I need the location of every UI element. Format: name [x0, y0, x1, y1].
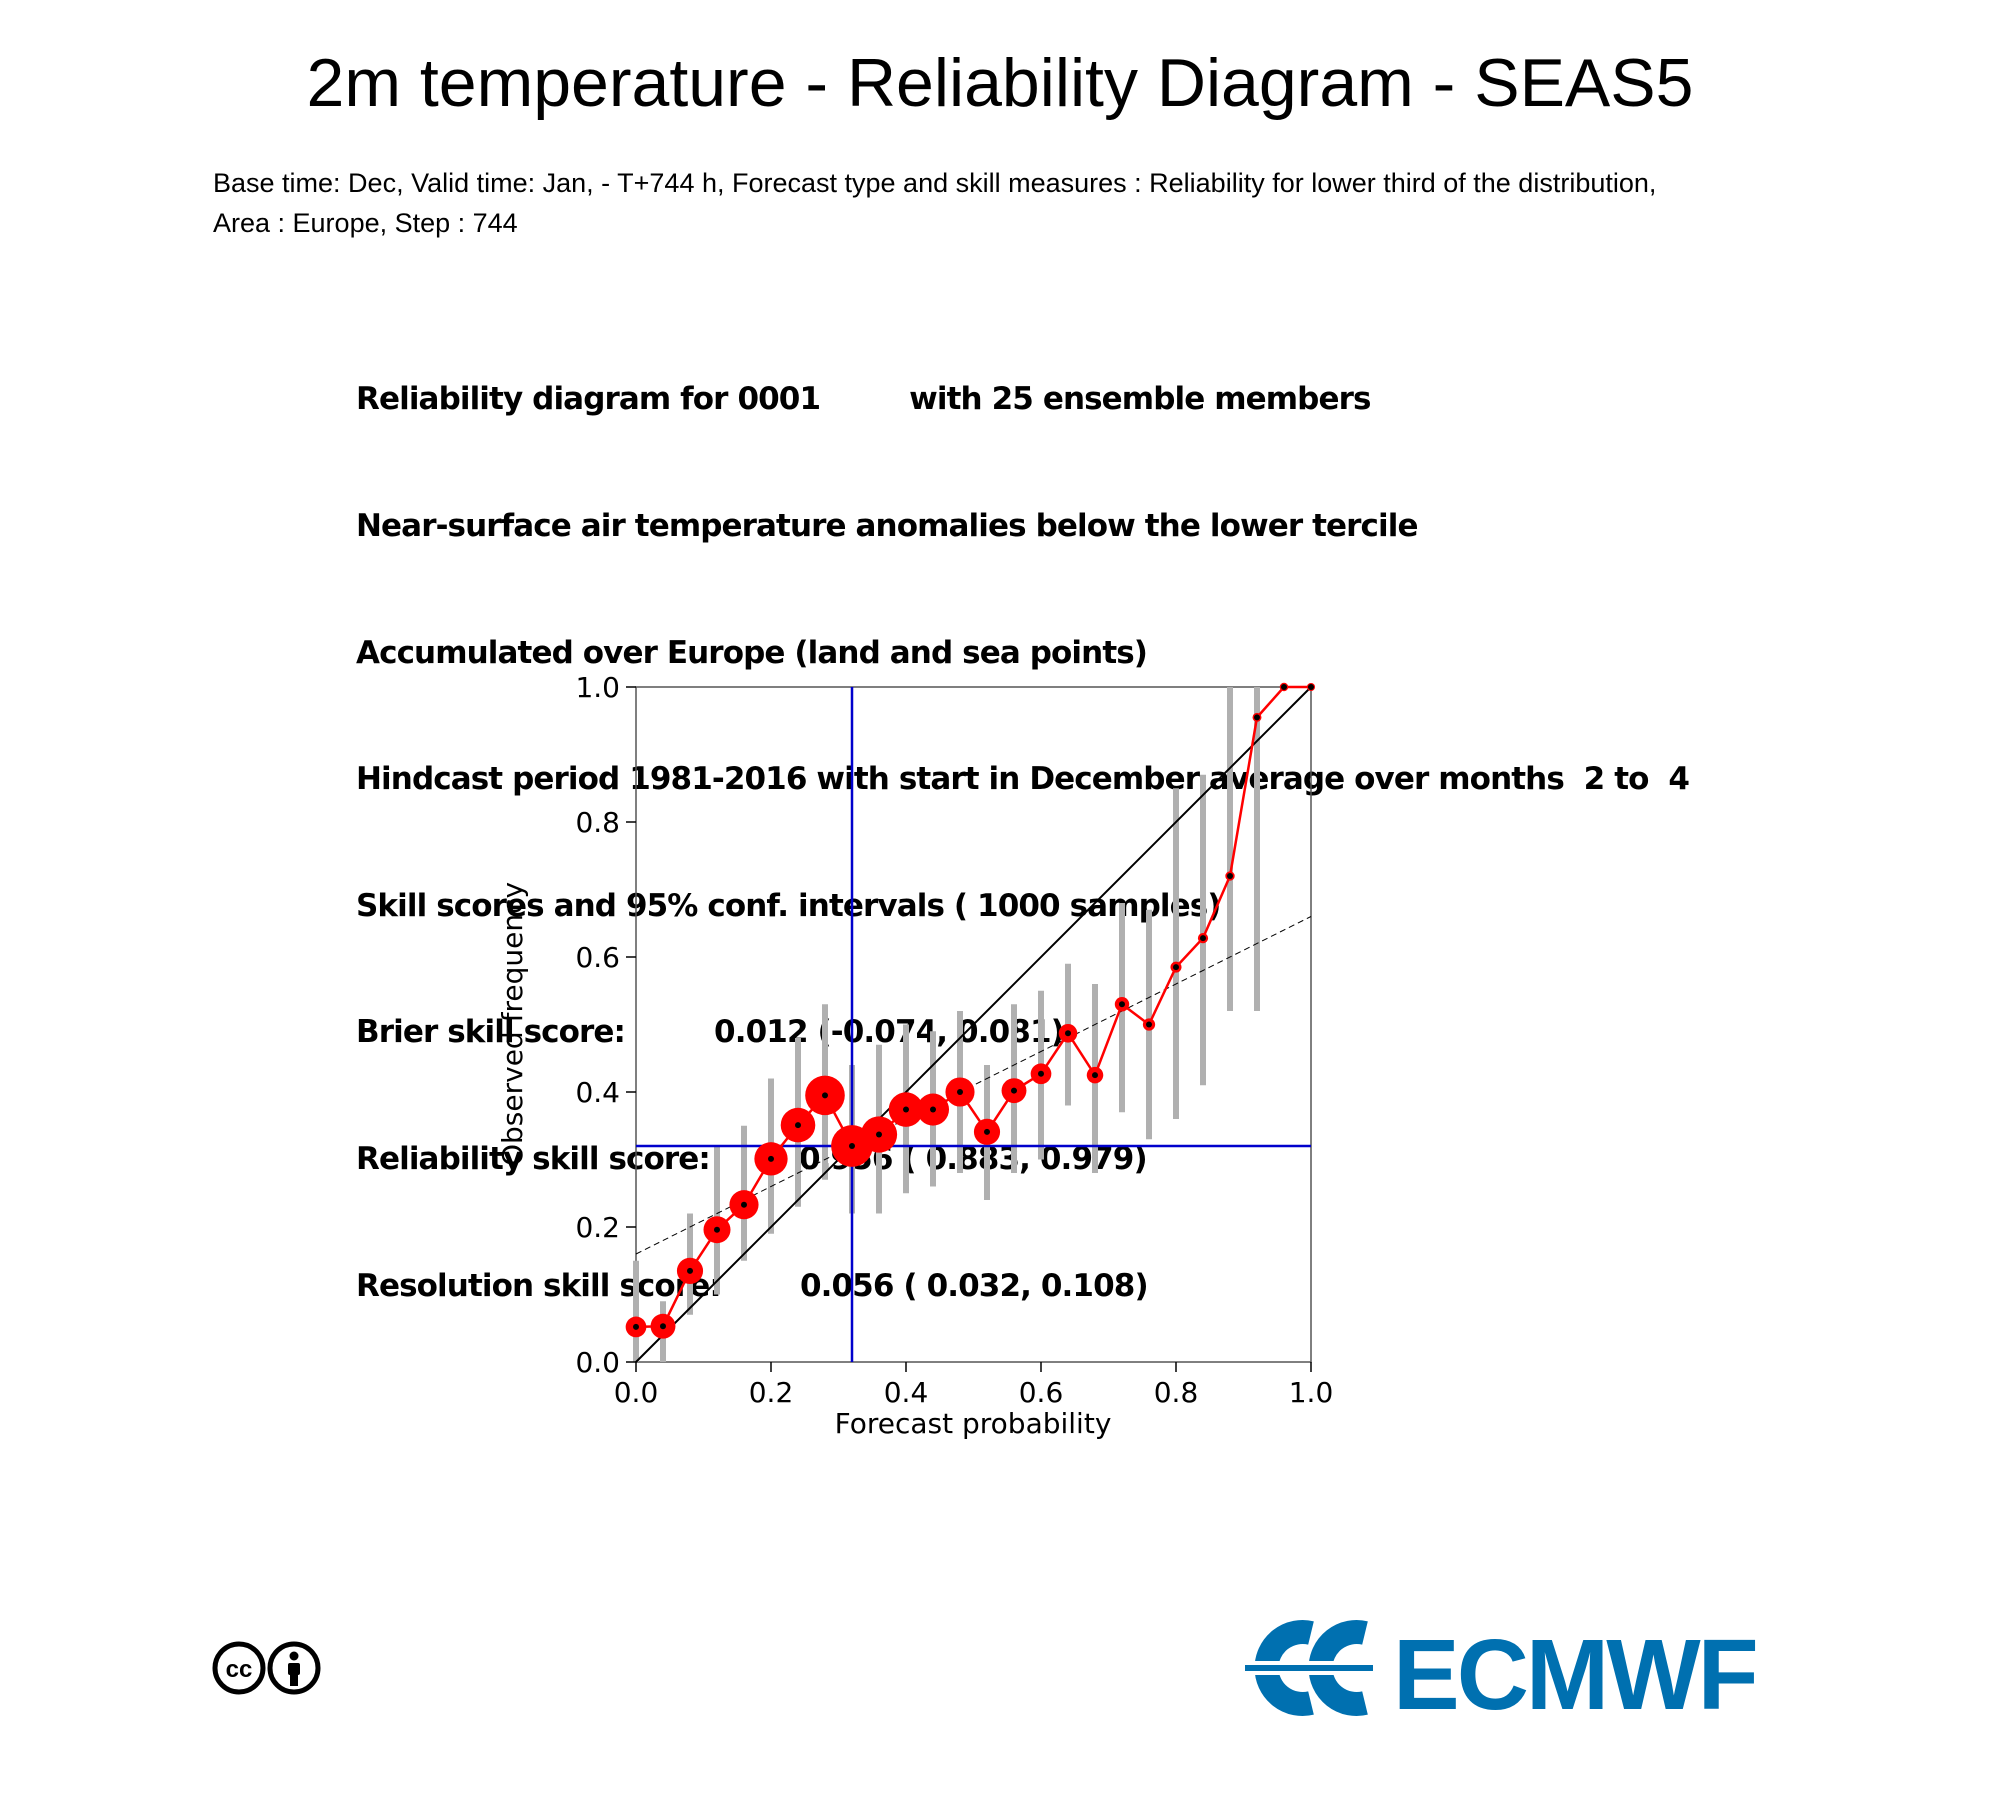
- x-tick-label: 0.2: [749, 1376, 794, 1409]
- reliability-point-center: [687, 1267, 693, 1274]
- reliability-point-center: [1281, 684, 1287, 690]
- plot-frame: [635, 686, 1312, 1363]
- subtitle: Base time: Dec, Valid time: Jan, - T+744…: [213, 163, 1863, 243]
- y-tick-label: 0.4: [575, 1076, 620, 1109]
- reliability-point-center: [1254, 714, 1260, 721]
- info-line: Accumulated over Europe (land and sea po…: [356, 634, 1148, 671]
- reliability-point-center: [1173, 964, 1179, 971]
- info-line: Resolution skill score: 0.056 ( 0.032, 0…: [356, 1267, 1149, 1304]
- ecmwf-logo-icon: ECMWF: [1245, 1619, 1759, 1725]
- y-tick-label: 1.0: [575, 671, 620, 704]
- reliability-point-center: [1200, 935, 1206, 942]
- subtitle-line-1: Base time: Dec, Valid time: Jan, - T+744…: [213, 168, 1657, 198]
- reliability-curve: [635, 685, 1311, 1329]
- reliability-point-center: [795, 1122, 801, 1129]
- reliability-point-center: [741, 1201, 747, 1208]
- info-line: Hindcast period 1981-2016 with start in …: [356, 761, 1690, 798]
- x-tick-label: 0.8: [1154, 1376, 1199, 1409]
- reliability-point-center: [714, 1226, 720, 1233]
- reliability-point-center: [1308, 684, 1314, 690]
- x-tick-label: 0.4: [884, 1376, 929, 1409]
- cc-icon: cc: [212, 1641, 266, 1695]
- svg-text:cc: cc: [226, 1656, 253, 1683]
- x-tick-label: 1.0: [1289, 1376, 1334, 1409]
- chart-marks: 0.0 0.2 0.4 0.6 0.8 1.0 0.0 0.2 0.4 0.6 0.8 1.0: [575, 671, 1333, 1409]
- chart-info-block: Reliability diagram for 0001 with 25 ens…: [356, 294, 1690, 1349]
- reliability-point-center: [1011, 1087, 1017, 1094]
- reliability-point-center: [849, 1143, 855, 1149]
- info-line: Near-surface air temperature anomalies b…: [356, 508, 1418, 544]
- subtitle-line-2: Area : Europe, Step : 744: [213, 208, 518, 238]
- x-tick-label: 0.6: [1019, 1376, 1064, 1409]
- reliability-point-center: [660, 1323, 666, 1330]
- reliability-point-center: [1038, 1070, 1044, 1077]
- y-axis-label: Observed frequency: [496, 882, 529, 1166]
- reliability-point-center: [957, 1089, 963, 1095]
- x-axis-label: Forecast probability: [835, 1407, 1112, 1440]
- reliability-point-center: [633, 1323, 639, 1330]
- reliability-point-center: [1119, 1001, 1125, 1008]
- ecmwf-logo-text: ECMWF: [1393, 1619, 1756, 1725]
- info-line: Brier skill score: 0.012 (-0.074, 0.081): [356, 1014, 1065, 1051]
- y-tick-label: 0.8: [575, 806, 620, 839]
- cc-by-license-icon: cc: [212, 1641, 321, 1695]
- reliability-point-center: [1227, 873, 1233, 879]
- info-line: Skill scores and 95% conf. intervals ( 1…: [356, 887, 1221, 924]
- reliability-point-center: [1146, 1021, 1152, 1028]
- reliability-point-center: [903, 1106, 909, 1113]
- perfect-reliability-line: [635, 686, 1312, 1363]
- reliability-point-center: [768, 1155, 774, 1162]
- reliability-point-center: [822, 1092, 828, 1099]
- y-tick-label: 0.6: [575, 941, 620, 974]
- x-tick-label: 0.0: [614, 1376, 659, 1409]
- page-title: 2m temperature - Reliability Diagram - S…: [306, 45, 1694, 121]
- reliability-point-center: [1065, 1030, 1071, 1037]
- by-person-icon: [267, 1641, 321, 1695]
- info-line: Reliability diagram for 0001 with 25 ens…: [356, 381, 1371, 418]
- reliability-point-center: [930, 1106, 936, 1113]
- reliability-point-center: [876, 1131, 882, 1138]
- y-tick-label: 0.0: [575, 1346, 620, 1379]
- reliability-point-center: [1092, 1072, 1098, 1079]
- reliability-point-center: [984, 1128, 990, 1135]
- y-tick-label: 0.2: [575, 1211, 620, 1244]
